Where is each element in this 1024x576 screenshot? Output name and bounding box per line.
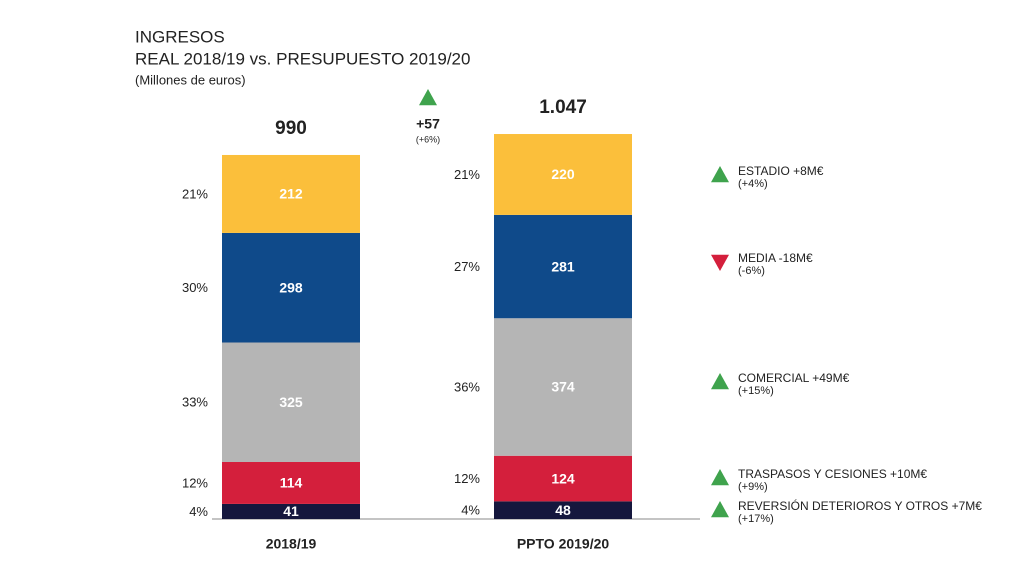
annotation-sub: (+17%) (738, 513, 774, 525)
annotation-arrow (711, 373, 729, 390)
share-label: 21% (182, 186, 208, 201)
value-label: 220 (551, 166, 575, 182)
annotation-text: COMERCIAL +49M€ (738, 371, 850, 385)
value-label: 114 (280, 475, 303, 491)
annotation-sub: (+9%) (738, 481, 768, 493)
annotation-arrow (711, 469, 729, 486)
annotation-text: ESTADIO +8M€ (738, 164, 824, 178)
annotation-sub: (+15%) (738, 385, 774, 397)
change-label: +57 (416, 116, 440, 132)
annotation-arrow (711, 254, 729, 271)
bar-segment (222, 342, 360, 463)
unit-note: (Millones de euros) (135, 72, 246, 87)
share-label: 36% (454, 379, 480, 394)
share-label: 4% (189, 504, 208, 519)
chart-title: INGRESOS (135, 27, 225, 46)
annotation-text: REVERSIÓN DETERIOROS Y OTROS +7M€ (738, 498, 982, 513)
share-label: 30% (182, 280, 208, 295)
bar-segment (494, 134, 632, 215)
annotation-sub: (-6%) (738, 265, 765, 277)
total-label: 990 (275, 118, 307, 139)
bar-segment (494, 455, 632, 502)
bar-segment (222, 232, 360, 343)
bar-segment (222, 503, 360, 519)
bar-segment (494, 318, 632, 456)
value-label: 298 (279, 279, 303, 295)
change-sub: (+6%) (416, 134, 440, 144)
bar-segment (222, 154, 360, 233)
total-label: 1.047 (539, 97, 587, 118)
value-label: 41 (283, 503, 299, 519)
share-label: 12% (454, 471, 480, 486)
value-label: 48 (555, 502, 571, 518)
share-label: 12% (182, 475, 208, 490)
value-label: 281 (551, 258, 575, 274)
value-label: 325 (279, 394, 303, 410)
bar-segment (494, 501, 632, 519)
chart-subtitle: REAL 2018/19 vs. PRESUPUESTO 2019/20 (135, 49, 470, 68)
value-label: 124 (551, 470, 575, 486)
annotation-text: TRASPASOS Y CESIONES +10M€ (738, 467, 927, 481)
annotation-arrow (711, 501, 729, 518)
annotation-text: MEDIA -18M€ (738, 251, 813, 265)
bar-segment (494, 214, 632, 319)
annotation-arrow (711, 166, 729, 183)
share-label: 21% (454, 167, 480, 182)
value-label: 212 (279, 186, 303, 202)
change-arrow (419, 89, 437, 106)
share-label: 27% (454, 259, 480, 274)
share-label: 4% (461, 503, 480, 518)
x-tick-label: 2018/19 (266, 536, 317, 552)
value-label: 374 (551, 379, 575, 395)
x-tick-label: PPTO 2019/20 (517, 536, 610, 552)
annotation-sub: (+4%) (738, 178, 768, 190)
bar-segment (222, 462, 360, 504)
share-label: 33% (182, 395, 208, 410)
